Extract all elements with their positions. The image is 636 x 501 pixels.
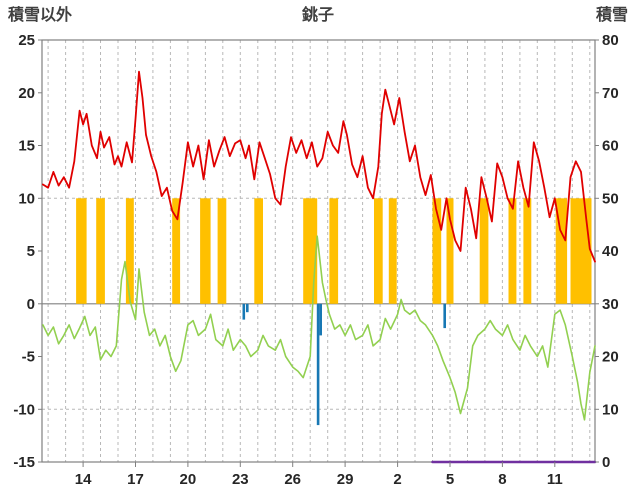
sunshine-blocks: [125, 198, 134, 304]
sunshine-blocks: [329, 198, 339, 304]
temperature-line: [42, 70, 596, 263]
left-axis-tick-label: 25: [18, 32, 35, 49]
left-axis-tick-label: 20: [18, 85, 35, 102]
sunshine-blocks: [479, 198, 489, 304]
left-axis-title: 積雪以外: [8, 7, 73, 24]
precipitation-spikes: [443, 303, 446, 329]
x-axis-tick-label: 5: [446, 471, 454, 488]
x-axis-tick-label: 11: [547, 471, 563, 488]
right-axis-tick-label: 10: [602, 401, 619, 418]
left-axis-tick-label: 10: [18, 190, 35, 207]
sunshine-blocks: [217, 198, 227, 304]
sunshine-blocks: [523, 198, 532, 304]
left-axis-tick-label: -5: [22, 349, 35, 366]
sunshine-blocks: [172, 198, 181, 304]
sunshine-blocks: [200, 198, 211, 304]
right-axis-tick-label: 30: [602, 296, 619, 313]
x-axis-tick-label: 2: [393, 471, 401, 488]
x-axis-tick-label: 14: [75, 471, 92, 488]
left-axis-tick-label: 15: [18, 138, 35, 155]
left-axis-tick-label: 5: [27, 243, 35, 260]
precipitation-spikes: [242, 303, 246, 320]
left-axis-tick-label: -15: [13, 454, 35, 471]
sunshine-blocks: [374, 198, 383, 304]
sunshine-blocks: [76, 198, 87, 304]
right-axis-title: 積雪: [595, 7, 628, 24]
sunshine-blocks: [96, 198, 105, 304]
sunshine-blocks: [446, 198, 454, 304]
x-axis-tick-label: 20: [180, 471, 197, 488]
right-axis-tick-label: 40: [602, 243, 619, 260]
left-axis-tick-label: 0: [27, 296, 35, 313]
sunshine-blocks: [508, 198, 517, 304]
x-axis-tick-label: 17: [127, 471, 144, 488]
sunshine-blocks: [570, 198, 592, 304]
precipitation-spikes: [246, 303, 249, 313]
x-axis-tick-label: 29: [337, 471, 354, 488]
right-axis-tick-label: 70: [602, 85, 619, 102]
precipitation-spikes: [319, 303, 322, 336]
right-axis-tick-label: 20: [602, 349, 619, 366]
right-axis-tick-label: 60: [602, 138, 619, 155]
precipitation-spikes: [316, 303, 320, 426]
sunshine-blocks: [303, 198, 318, 304]
left-axis-tick-label: -10: [13, 401, 35, 418]
x-axis-tick-label: 8: [498, 471, 506, 488]
sunshine-blocks: [555, 198, 568, 304]
x-axis-tick-label: 23: [232, 471, 249, 488]
sunshine-blocks: [254, 198, 263, 304]
right-axis-tick-label: 50: [602, 190, 619, 207]
sunshine-blocks: [432, 198, 442, 304]
right-axis-tick-label: 0: [602, 454, 610, 471]
chart-title: 銚子: [301, 7, 334, 24]
sunshine-blocks: [388, 198, 397, 304]
x-axis-tick-label: 26: [284, 471, 301, 488]
secondary-temperature-line: [42, 235, 596, 421]
right-axis-tick-label: 80: [602, 32, 619, 49]
